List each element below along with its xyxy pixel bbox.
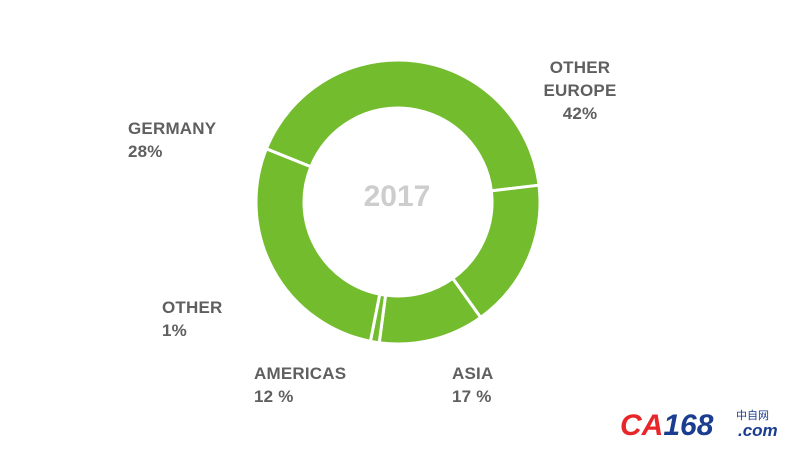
- label-other-name: OTHER: [162, 298, 223, 317]
- label-other-europe-value: 42%: [562, 104, 598, 123]
- label-americas-value: 12 %: [254, 387, 294, 406]
- ca168-brand-digits: 168: [663, 409, 713, 441]
- ca168-cn-text: 中自网: [736, 409, 769, 422]
- slice-germany: [254, 147, 382, 343]
- ca168-domain-text: .com: [738, 421, 778, 440]
- label-germany: GERMANY 28%: [128, 117, 216, 163]
- center-year-label: 2017: [363, 180, 431, 213]
- label-other-europe-line1: OTHER: [549, 58, 611, 77]
- ca168-brand-text: CA168: [620, 409, 714, 441]
- label-germany-value: 28%: [128, 142, 163, 161]
- ca168-brand-ca: CA: [620, 409, 663, 441]
- label-asia: ASIA 17 %: [452, 362, 493, 408]
- ca168-logo: CA168 中自网 .com: [620, 409, 778, 441]
- label-other-europe-line2: EUROPE: [543, 81, 617, 100]
- label-germany-name: GERMANY: [128, 119, 217, 138]
- label-americas: AMERICAS 12 %: [254, 362, 346, 408]
- label-asia-name: ASIA: [452, 364, 494, 383]
- slice-other-europe: [264, 58, 541, 193]
- label-asia-value: 17 %: [452, 387, 492, 406]
- label-other: OTHER 1%: [162, 296, 223, 342]
- label-other-value: 1%: [162, 321, 187, 340]
- label-americas-name: AMERICAS: [254, 364, 347, 383]
- label-other-europe: OTHER EUROPE 42%: [532, 56, 628, 125]
